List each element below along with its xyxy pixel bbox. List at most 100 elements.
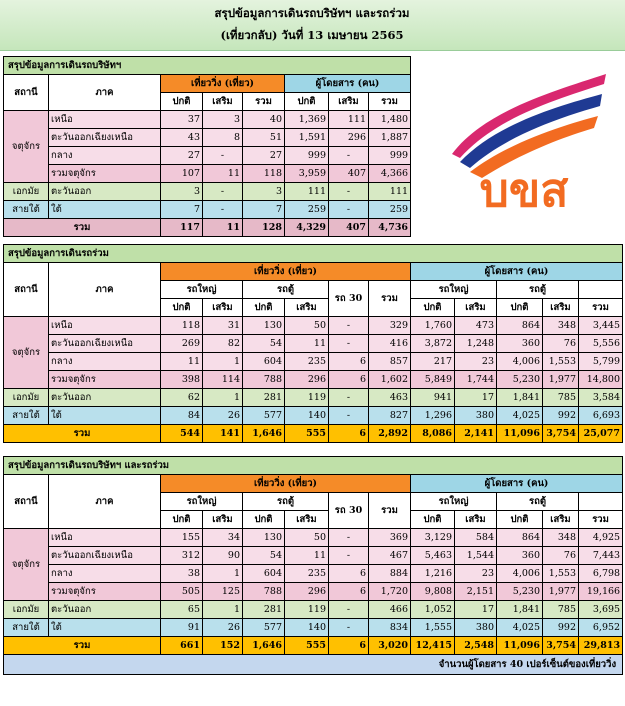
station-cell: จตุจักร [3,110,49,183]
value-cell: 128 [242,218,285,237]
value-cell: 3,959 [284,164,329,183]
report-title: สรุปข้อมูลการเดินรถบริษัทฯ และรถร่วม [214,6,410,20]
value-cell: 1 [202,564,243,583]
value-cell: 577 [242,406,285,425]
value-cell: 155 [160,528,203,547]
sub-header: ปกติ [410,298,455,317]
value-cell: 130 [242,316,285,335]
value-cell: - [328,600,369,619]
value-cell: 217 [410,352,455,371]
value-cell: - [328,182,369,201]
table-row: กลาง 27 - 27 999 - 999 [3,146,412,165]
value-cell: 1,555 [410,618,455,637]
sub-header: รวม [242,92,285,111]
value-cell: 1,977 [542,582,579,601]
value-cell: 3,584 [577,388,624,407]
value-cell: 604 [242,352,285,371]
value-cell: 296 [328,128,369,147]
value-cell: 3,020 [368,636,411,655]
value-cell: 17 [454,388,497,407]
region-header: ภาค [48,74,161,111]
passenger-header: ผู้โดยสาร (คน) [409,262,624,281]
value-cell: 82 [202,334,243,353]
combined-table: สรุปข้อมูลการเดินรถบริษัทฯ และรถร่วม สถา… [2,456,624,675]
value-cell: 5,230 [496,370,543,389]
value-cell: 407 [328,218,369,237]
sub-header: เสริม [454,510,497,529]
region-cell: ตะวันออกเฉียงเหนือ [48,334,161,353]
total-row: รวม 544 141 1,646 555 6 2,892 8,086 2,141 11,096 3… [3,424,624,443]
value-cell: 11 [202,218,243,237]
value-cell: 7 [242,200,285,219]
big-bus-header: รถใหญ่ [410,280,497,299]
value-cell: 7,443 [577,546,624,565]
value-cell: 555 [284,424,329,443]
region-cell: รวมจตุจักร [48,370,161,389]
region-cell: ตะวันออก [48,182,161,201]
value-cell: 4,366 [367,164,412,183]
sub-header: ปกติ [160,510,203,529]
sub-header: เสริม [202,92,243,111]
value-cell: 296 [284,370,329,389]
value-cell: 4,025 [496,406,543,425]
value-cell: 864 [496,528,543,547]
value-cell: 4,006 [496,352,543,371]
big-bus-header: รถใหญ่ [410,492,497,511]
value-cell: 37 [160,110,203,129]
value-cell: 117 [160,218,203,237]
value-cell: - [328,406,369,425]
value-cell: 1 [202,600,243,619]
value-cell: 54 [242,334,285,353]
value-cell: 269 [160,334,203,353]
value-cell: 5,849 [410,370,455,389]
value-cell: 118 [160,316,203,335]
value-cell: 999 [367,146,412,165]
table-row: จตุจักร เหนือ 118 31 130 50-329 1,760 473 864 348… [3,316,624,389]
value-cell: 827 [368,406,411,425]
table-row: กลาง 38 1 604 235 6 884 1,216 23 4,006 1,553 6,798 [3,564,624,583]
value-cell: 884 [368,564,411,583]
region-cell: ตะวันออกเฉียงเหนือ [48,128,161,147]
value-cell: 467 [368,546,411,565]
value-cell: 1,887 [367,128,412,147]
value-cell: 118 [242,164,285,183]
value-cell: 788 [242,370,285,389]
value-cell: 604 [242,564,285,583]
station-header: สถานี [3,262,49,317]
van-header: รถตู้ [496,492,579,511]
value-cell: 1,977 [542,370,579,389]
value-cell: 111 [284,182,329,201]
sub-header: ปกติ [242,510,285,529]
value-cell: 6,693 [577,406,624,425]
value-cell: 235 [284,352,329,371]
value-cell: 2,892 [368,424,411,443]
table-row: เอกมัย ตะวันออก 3 - 3 111 - 111 [3,182,412,201]
value-cell: 4,329 [284,218,329,237]
table-row: รวมจตุจักร 398 114 788 296 6 1,602 5,849 1,744 5,… [3,370,624,389]
value-cell: 1,760 [410,316,455,335]
value-cell: 1,602 [368,370,411,389]
region-header: ภาค [48,474,161,529]
value-cell: 23 [454,564,497,583]
value-cell: 27 [160,146,203,165]
value-cell: 26 [202,618,243,637]
value-cell: 857 [368,352,411,371]
value-cell: 281 [242,600,285,619]
table-row: เอกมัย ตะวันออก 62 1 281 119-463 941 17 1,841 785… [3,388,624,407]
value-cell: 661 [160,636,203,655]
bks-logo: บขส [452,74,606,216]
value-cell: 34 [202,528,243,547]
value-cell: 130 [242,528,285,547]
value-cell: 111 [328,110,369,129]
station-header: สถานี [3,474,49,529]
value-cell: 2,151 [454,582,497,601]
big-bus-header: รถใหญ่ [160,280,243,299]
table-title: สรุปข้อมูลการเดินรถร่วม [2,244,624,263]
value-cell: 1,553 [542,564,579,583]
value-cell: 11 [284,334,329,353]
value-cell: 785 [542,600,579,619]
value-cell: 348 [542,528,579,547]
value-cell: 8 [202,128,243,147]
value-cell: 1 [202,388,243,407]
trip-header: เที่ยววิ่ง (เที่ยว) [160,474,411,493]
